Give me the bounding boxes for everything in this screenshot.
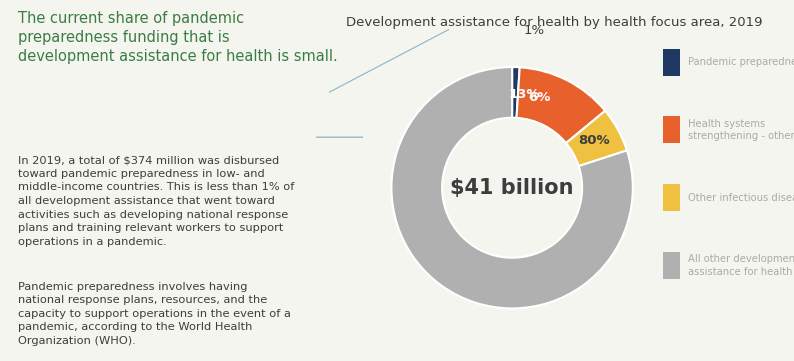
FancyBboxPatch shape xyxy=(663,49,680,76)
Wedge shape xyxy=(391,67,633,308)
Text: Pandemic preparedness: Pandemic preparedness xyxy=(688,57,794,67)
Text: 13%: 13% xyxy=(509,88,540,101)
Text: Health systems
strengthening - other: Health systems strengthening - other xyxy=(688,119,794,141)
Wedge shape xyxy=(512,67,520,118)
Text: All other development
assistance for health: All other development assistance for hea… xyxy=(688,254,794,277)
Text: $41 billion: $41 billion xyxy=(450,178,574,198)
FancyBboxPatch shape xyxy=(663,184,680,211)
Text: 6%: 6% xyxy=(529,91,551,104)
Text: Other infectious diseases: Other infectious diseases xyxy=(688,193,794,203)
Text: Pandemic preparedness involves having
national response plans, resources, and th: Pandemic preparedness involves having na… xyxy=(18,282,291,346)
Text: Development assistance for health by health focus area, 2019: Development assistance for health by hea… xyxy=(346,16,763,29)
FancyBboxPatch shape xyxy=(663,117,680,144)
Wedge shape xyxy=(566,111,627,166)
Wedge shape xyxy=(517,67,605,143)
Text: In 2019, a total of $374 million was disbursed
toward pandemic preparedness in l: In 2019, a total of $374 million was dis… xyxy=(18,155,295,247)
Text: 80%: 80% xyxy=(578,134,610,147)
Text: The current share of pandemic
preparedness funding that is
development assistanc: The current share of pandemic preparedne… xyxy=(18,11,338,64)
Text: 1%: 1% xyxy=(523,24,544,37)
FancyBboxPatch shape xyxy=(663,252,680,279)
